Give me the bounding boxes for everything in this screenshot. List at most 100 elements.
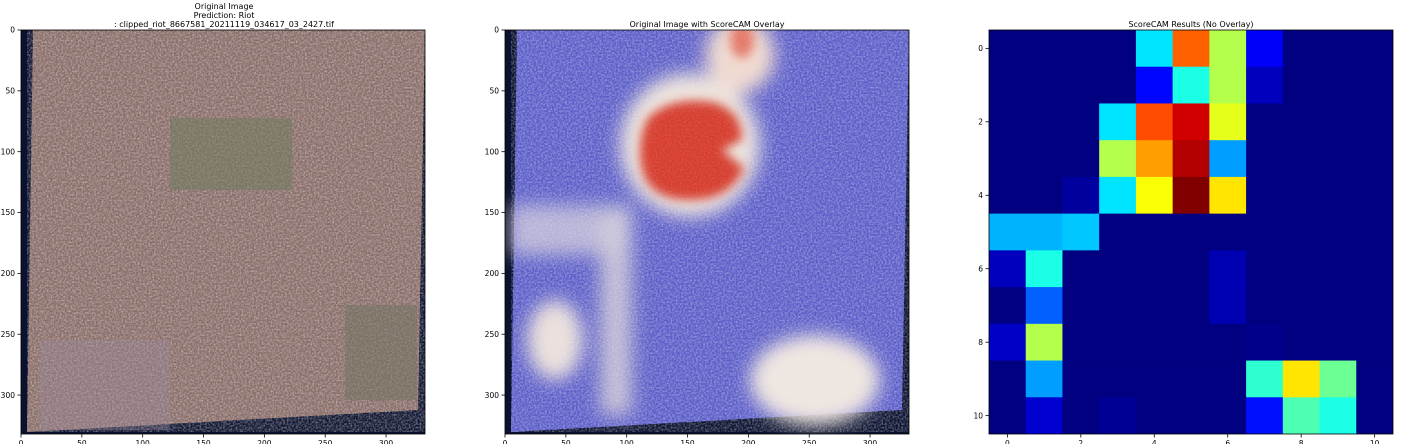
x-tick-label: 10 <box>1370 439 1380 444</box>
heatmap-cell <box>989 103 1027 141</box>
heatmap-cell <box>1062 176 1100 215</box>
heatmap-cell <box>1172 250 1210 288</box>
heatmap-cell <box>1356 250 1393 288</box>
heatmap-cell <box>1319 287 1357 325</box>
heatmap-cell <box>1062 66 1100 104</box>
heatmap-cell <box>1135 323 1174 361</box>
heatmap-cell <box>1319 397 1357 434</box>
heatmap-cell <box>1062 360 1100 398</box>
y-tick-label: 4 <box>978 191 983 200</box>
heatmap-cell <box>1135 360 1174 398</box>
heatmap-cell <box>1209 30 1247 68</box>
heatmap-cell <box>1062 287 1100 325</box>
y-tick-label: 0 <box>494 26 499 35</box>
original-title: Original Image Prediction: Riot : clippe… <box>114 2 334 29</box>
x-tick-label: 0 <box>503 439 508 444</box>
heatmap-cell <box>1172 66 1210 104</box>
heatmap-cell <box>1356 213 1393 251</box>
heatmap-cell <box>1025 360 1063 398</box>
heatmap-cell <box>1025 66 1063 104</box>
heatmap-cell <box>1282 250 1320 288</box>
y-tick-label: 50 <box>489 87 499 96</box>
original-title-line-1: Original Image <box>194 2 254 11</box>
heatmap-cell <box>1062 323 1100 361</box>
heatmap-cell <box>989 323 1027 361</box>
x-tick-label: 50 <box>77 439 87 444</box>
x-tick-label: 300 <box>379 439 394 444</box>
heatmap-cell <box>1099 360 1137 398</box>
heatmap-cell <box>1356 30 1393 68</box>
heatmap-cell <box>989 250 1027 288</box>
heatmap-cell <box>1062 103 1100 141</box>
y-tick-label: 200 <box>485 269 500 278</box>
heatmap-cell <box>989 360 1027 398</box>
heatmap-cell <box>1172 140 1210 178</box>
heatmap-cell <box>1246 323 1284 361</box>
heatmap-cell <box>1356 66 1393 104</box>
heatmap-cell <box>989 66 1027 104</box>
heatmap-cell <box>1062 213 1100 251</box>
x-tick-label: 200 <box>741 439 756 444</box>
heatmap-cell <box>1246 397 1284 434</box>
heatmap-cell <box>1319 103 1357 141</box>
heatmap-cell <box>1246 176 1284 215</box>
heatmap-cell <box>1025 176 1063 215</box>
heatmap-cell <box>1246 250 1284 288</box>
x-tick-label: 300 <box>863 439 878 444</box>
heatmap-cell <box>1246 360 1284 398</box>
heatmap-cell <box>1356 323 1393 361</box>
heatmap-cell <box>1246 103 1284 141</box>
heatmap-cell <box>1172 397 1210 434</box>
heatmap-cell <box>1172 360 1210 398</box>
heatmap-cell <box>1135 140 1174 178</box>
heatmap-cell <box>1099 323 1137 361</box>
x-tick-label: 100 <box>620 439 635 444</box>
heatmap-title: ScoreCAM Results (No Overlay) <box>1128 20 1254 29</box>
heatmap-cell <box>1172 103 1210 141</box>
heatmap-cell <box>1246 213 1284 251</box>
heatmap-cell <box>1282 140 1320 178</box>
heatmap-cell <box>1062 397 1100 434</box>
y-tick-label: 200 <box>1 269 16 278</box>
heatmap-cell <box>1209 360 1247 398</box>
heatmap-cell <box>1062 140 1100 178</box>
x-tick-label: 200 <box>257 439 272 444</box>
heatmap-cell <box>989 140 1027 178</box>
heatmap-cell <box>1135 30 1174 68</box>
x-tick-label: 4 <box>1152 439 1157 444</box>
heatmap-cell <box>1246 287 1284 325</box>
heatmap-cell <box>1025 103 1063 141</box>
heatmap-cell <box>1062 250 1100 288</box>
heatmap-cell <box>1209 213 1247 251</box>
x-tick-label: 6 <box>1225 439 1230 444</box>
heatmap-cell <box>1282 323 1320 361</box>
y-tick-label: 10 <box>973 411 983 420</box>
heatmap-cell <box>1099 176 1137 215</box>
x-tick-label: 250 <box>318 439 333 444</box>
heatmap-cell <box>1319 360 1357 398</box>
x-tick-label: 2 <box>1078 439 1083 444</box>
heatmap-cell <box>1025 140 1063 178</box>
heatmap-cell <box>1135 66 1174 104</box>
y-tick-label: 50 <box>5 87 15 96</box>
heatmap-cell <box>1099 30 1137 68</box>
heatmap-cell <box>1319 323 1357 361</box>
heatmap-cell <box>1209 66 1247 104</box>
heatmap-cell <box>1099 397 1137 434</box>
heatmap-cell <box>1209 103 1247 141</box>
heatmap-cell <box>1319 30 1357 68</box>
heatmap-cell <box>1356 397 1393 434</box>
heatmap-cell <box>1025 287 1063 325</box>
heatmap-cell <box>1099 287 1137 325</box>
heatmap-cell <box>1209 140 1247 178</box>
x-tick-label: 150 <box>196 439 211 444</box>
heatmap-cell <box>1099 213 1137 251</box>
heatmap-cell <box>1172 213 1210 251</box>
heatmap-cell <box>1282 30 1320 68</box>
y-tick-label: 0 <box>10 26 15 35</box>
heatmap-cell <box>1025 213 1063 251</box>
x-tick-label: 8 <box>1299 439 1304 444</box>
heatmap-cell <box>1172 323 1210 361</box>
heatmap-cell <box>1209 397 1247 434</box>
heatmap-cell <box>1356 103 1393 141</box>
